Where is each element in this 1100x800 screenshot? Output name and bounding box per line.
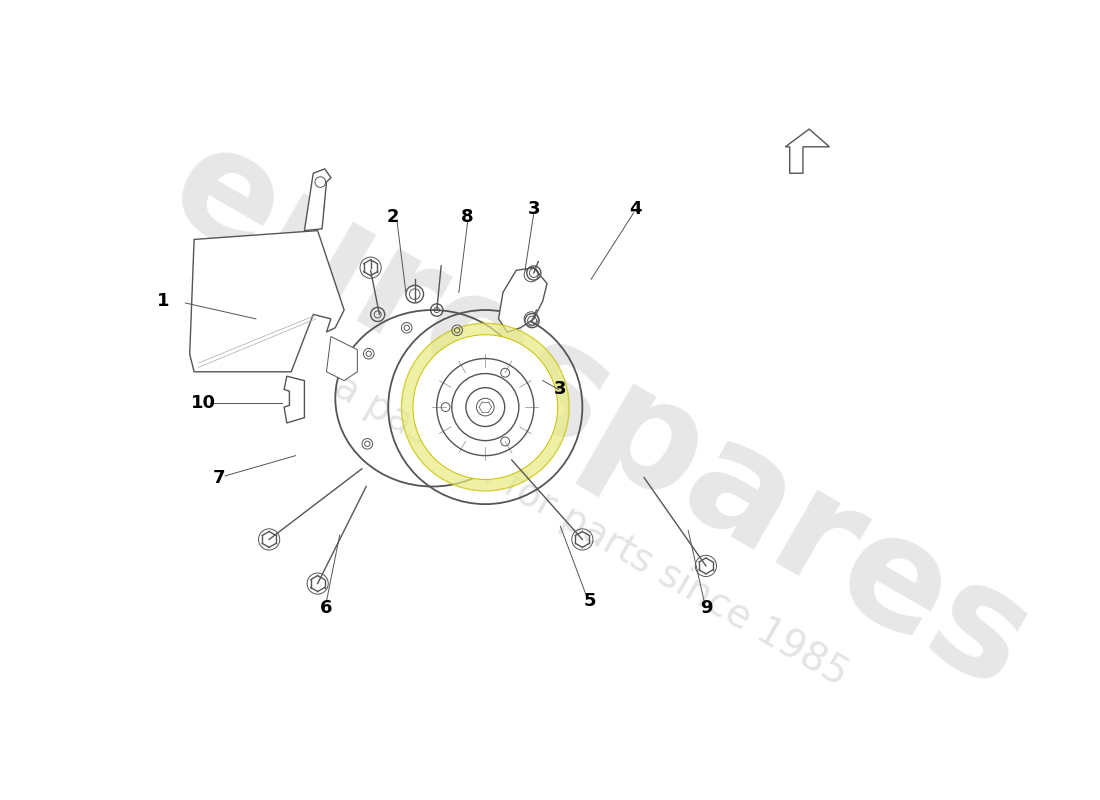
Circle shape: [412, 334, 558, 479]
Text: eurospares: eurospares: [144, 110, 1056, 722]
Text: 2: 2: [386, 208, 399, 226]
Text: 6: 6: [320, 599, 332, 618]
Text: 5: 5: [583, 592, 596, 610]
Text: 10: 10: [190, 394, 216, 412]
Polygon shape: [785, 129, 829, 174]
Text: a passion for parts since 1985: a passion for parts since 1985: [328, 367, 855, 694]
Text: 1: 1: [157, 292, 169, 310]
Polygon shape: [327, 337, 358, 381]
Polygon shape: [498, 268, 547, 332]
Text: 3: 3: [528, 199, 540, 218]
Text: 4: 4: [629, 199, 641, 218]
Text: 3: 3: [554, 381, 566, 398]
Text: 9: 9: [700, 599, 712, 618]
Polygon shape: [189, 230, 344, 372]
Polygon shape: [284, 376, 305, 423]
Circle shape: [402, 323, 569, 491]
Text: 7: 7: [212, 469, 226, 486]
Polygon shape: [305, 169, 331, 230]
Text: 8: 8: [461, 208, 474, 226]
